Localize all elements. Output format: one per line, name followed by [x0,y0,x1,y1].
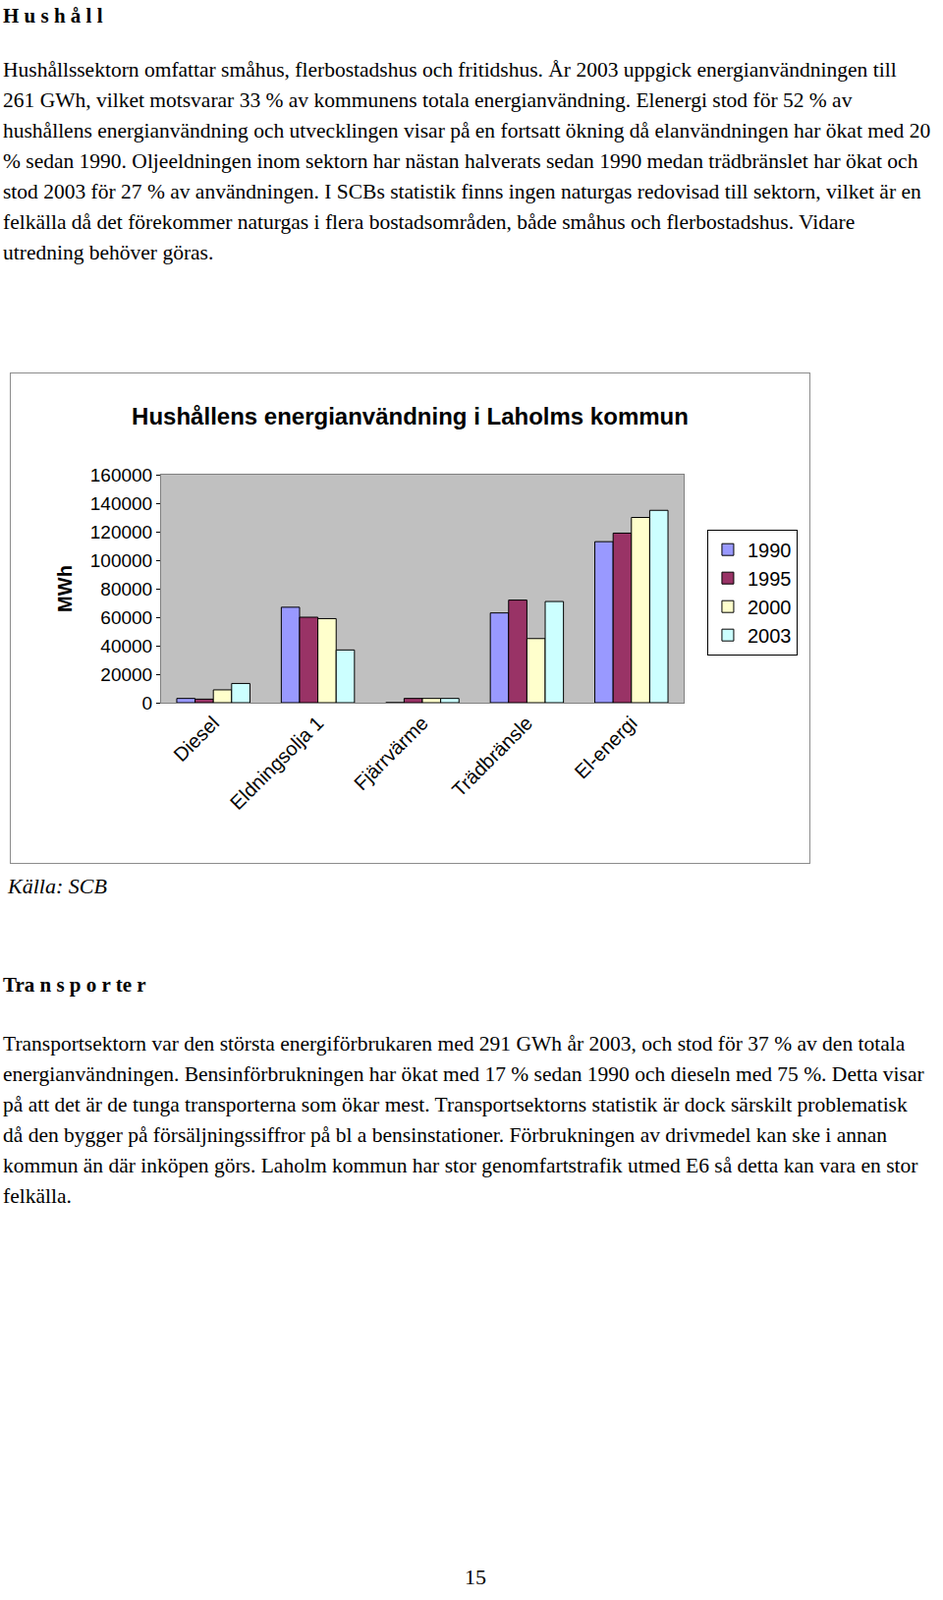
svg-text:Diesel: Diesel [168,711,223,766]
svg-text:160000: 160000 [90,464,153,486]
html-text:Transportsektorn var den störs: Transportsektorn var den största energif… [2,1031,924,1208]
svg-text:40000: 40000 [100,635,153,657]
html-text:Hushållssektorn omfattar småhu: Hushållssektorn omfattar småhus, flerbos… [2,57,931,265]
svg-text:1995: 1995 [747,567,792,590]
html-text:Källa: SCB: Källa: SCB [7,873,107,898]
svg-text:1990: 1990 [747,539,792,561]
html-text:15: 15 [464,1563,487,1589]
svg-text:Fjärrvärme: Fjärrvärme [349,711,433,794]
svg-text:Hushållens energianvändning i: Hushållens energianvändning i Laholms ko… [131,402,689,430]
svg-text:20000: 20000 [100,664,153,685]
svg-text:80000: 80000 [100,578,153,600]
svg-text:60000: 60000 [100,607,153,628]
svg-text:El-energi: El-energi [570,711,642,782]
svg-text:2000: 2000 [747,596,792,618]
svg-text:140000: 140000 [90,493,153,514]
svg-text:Eldningsolja 1: Eldningsolja 1 [225,711,329,814]
svg-text:100000: 100000 [90,550,153,571]
html-text:H u s h å l l: H u s h å l l [2,3,103,28]
svg-text:Trädbränsle: Trädbränsle [447,711,537,800]
html-text:Tra n s p o r te r: Tra n s p o r te r [2,972,146,997]
svg-text:MWh: MWh [54,564,76,612]
svg-text:0: 0 [142,692,154,714]
svg-text:2003: 2003 [747,624,792,647]
svg-text:120000: 120000 [90,521,153,543]
